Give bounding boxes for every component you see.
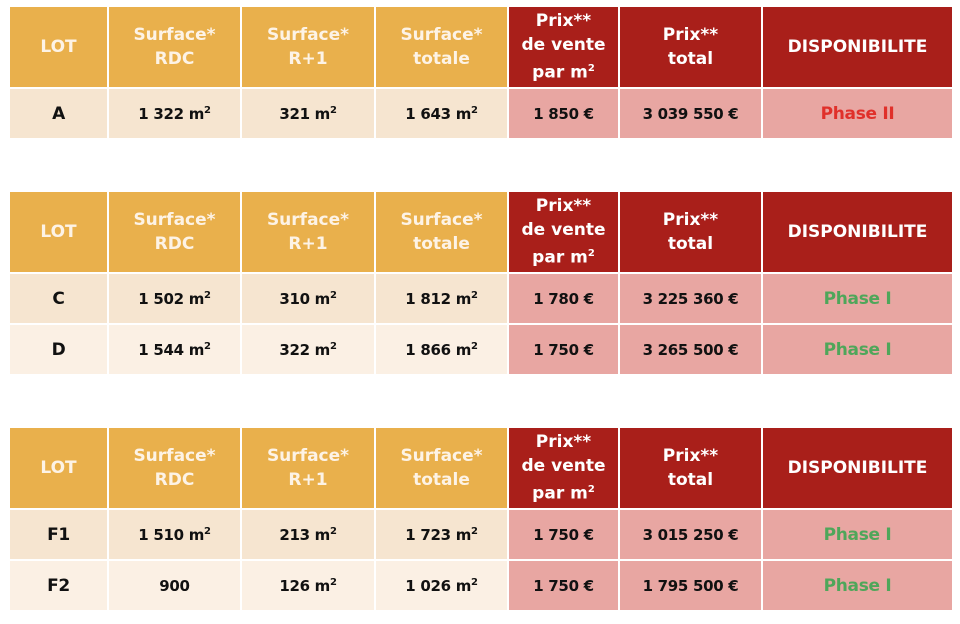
r1-cell: 321 m2 (242, 89, 374, 138)
total-surface-cell: 1 643 m2 (376, 89, 507, 138)
column-header: DISPONIBILITE (763, 7, 952, 87)
table-row: F1 1 510 m2 213 m2 1 723 m2 1 750 €3 015 250… (10, 510, 952, 559)
column-header: LOT (10, 7, 107, 87)
header-row: LOT Surface* RDC Surface* R+1 Surface* totale P… (10, 7, 952, 87)
header-row: LOT Surface* RDC Surface* R+1 Surface* totale P… (10, 192, 952, 272)
column-header: DISPONIBILITE (763, 192, 952, 272)
column-header: Prix** total (620, 192, 761, 272)
price-total-cell: 3 265 500 € (620, 325, 761, 374)
column-header: Prix** total (620, 428, 761, 508)
column-header: Surface* R+1 (242, 428, 374, 508)
price-total-cell: 3 225 360 € (620, 274, 761, 323)
column-header: Surface* RDC (109, 7, 240, 87)
rdc-cell: 1 544 m2 (109, 325, 240, 374)
price-m2-cell: 1 750 € (509, 561, 618, 610)
price-total-cell: 1 795 500 € (620, 561, 761, 610)
column-header: Surface* totale (376, 192, 507, 272)
rdc-cell: 1 322 m2 (109, 89, 240, 138)
column-header: Surface* RDC (109, 428, 240, 508)
price-total-cell: 3 015 250 € (620, 510, 761, 559)
column-header: DISPONIBILITE (763, 428, 952, 508)
availability-cell: Phase I (763, 274, 952, 323)
column-header: Surface* R+1 (242, 192, 374, 272)
column-header: Surface* totale (376, 7, 507, 87)
availability-cell: Phase I (763, 561, 952, 610)
availability-cell: Phase I (763, 510, 952, 559)
column-header: Surface* totale (376, 428, 507, 508)
total-surface-cell: 1 026 m2 (376, 561, 507, 610)
column-header: LOT (10, 428, 107, 508)
lot-cell: F2 (10, 561, 107, 610)
header-row: LOT Surface* RDC Surface* R+1 Surface* totale P… (10, 428, 952, 508)
lot-cell: C (10, 274, 107, 323)
rdc-cell: 1 510 m2 (109, 510, 240, 559)
price-m2-cell: 1 750 € (509, 325, 618, 374)
price-m2-cell: 1 780 € (509, 274, 618, 323)
price-m2-cell: 1 750 € (509, 510, 618, 559)
r1-cell: 126 m2 (242, 561, 374, 610)
price-m2-cell: 1 850 € (509, 89, 618, 138)
column-header: Surface* R+1 (242, 7, 374, 87)
availability-cell: Phase II (763, 89, 952, 138)
lot-cell: F1 (10, 510, 107, 559)
r1-cell: 213 m2 (242, 510, 374, 559)
column-header: Prix** de vente par m2 (509, 428, 618, 508)
column-header: Prix** de vente par m2 (509, 192, 618, 272)
lot-table: LOT Surface* RDC Surface* R+1 Surface* totale P… (8, 5, 954, 140)
lot-table: LOT Surface* RDC Surface* R+1 Surface* totale P… (8, 426, 954, 612)
price-total-cell: 3 039 550 € (620, 89, 761, 138)
lot-table: LOT Surface* RDC Surface* R+1 Surface* totale P… (8, 190, 954, 376)
table-row: F2 900 126 m2 1 026 m2 1 750 €1 795 500 € Pha… (10, 561, 952, 610)
rdc-cell: 900 (109, 561, 240, 610)
total-surface-cell: 1 723 m2 (376, 510, 507, 559)
total-surface-cell: 1 866 m2 (376, 325, 507, 374)
lot-cell: D (10, 325, 107, 374)
r1-cell: 310 m2 (242, 274, 374, 323)
column-header: LOT (10, 192, 107, 272)
column-header: Prix** de vente par m2 (509, 7, 618, 87)
r1-cell: 322 m2 (242, 325, 374, 374)
column-header: Prix** total (620, 7, 761, 87)
lot-cell: A (10, 89, 107, 138)
column-header: Surface* RDC (109, 192, 240, 272)
rdc-cell: 1 502 m2 (109, 274, 240, 323)
availability-cell: Phase I (763, 325, 952, 374)
total-surface-cell: 1 812 m2 (376, 274, 507, 323)
